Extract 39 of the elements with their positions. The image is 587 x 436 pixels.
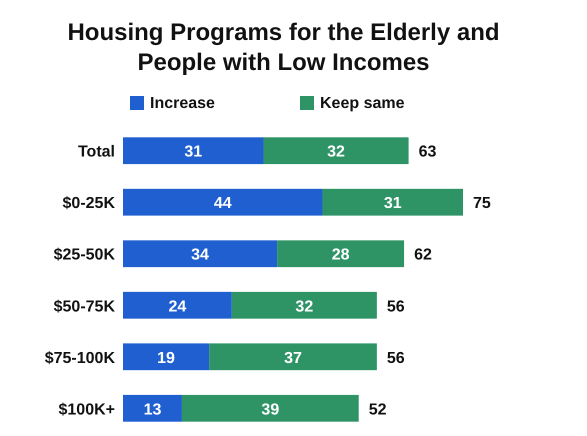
bar [277, 240, 404, 268]
y-tick-label: $25-50K [54, 246, 116, 264]
bar [123, 188, 322, 216]
data-label: 32 [327, 144, 346, 161]
bar [232, 292, 377, 319]
bar [264, 137, 409, 164]
data-label: 32 [295, 298, 314, 316]
bar [123, 240, 278, 268]
data-label: 24 [168, 298, 186, 316]
data-label: 13 [144, 401, 162, 418]
total-label: 56 [386, 350, 405, 367]
data-label: 19 [157, 350, 176, 367]
total-label: 56 [386, 298, 405, 316]
y-tick-label: $75-100K [44, 350, 116, 367]
total-label: 62 [414, 246, 432, 264]
total-label: 63 [418, 144, 436, 161]
legend-label: Increase [150, 95, 216, 112]
data-label: 31 [384, 195, 402, 212]
data-label: 37 [284, 350, 302, 367]
y-tick-label: $50-75K [54, 298, 116, 316]
total-label: 75 [473, 195, 491, 212]
legend-label: Keep same [320, 95, 405, 112]
bar [209, 343, 377, 370]
data-label: 31 [184, 144, 202, 161]
chart-title: Housing Programs for the Elderly and People with Low Incomes [67, 19, 500, 76]
data-label: 28 [332, 246, 350, 264]
total-label: 52 [368, 401, 387, 418]
bar [123, 343, 210, 370]
data-label: 34 [191, 246, 210, 264]
y-tick-label: $100K+ [58, 401, 115, 418]
bar [123, 394, 182, 422]
bar [182, 394, 359, 422]
data-label: 44 [214, 195, 232, 212]
data-label: 39 [261, 401, 280, 418]
y-tick-label: Total [78, 144, 115, 161]
bar [123, 137, 264, 164]
bar [322, 188, 463, 216]
bar [123, 292, 232, 319]
y-tick-label: $0-25K [62, 195, 116, 212]
